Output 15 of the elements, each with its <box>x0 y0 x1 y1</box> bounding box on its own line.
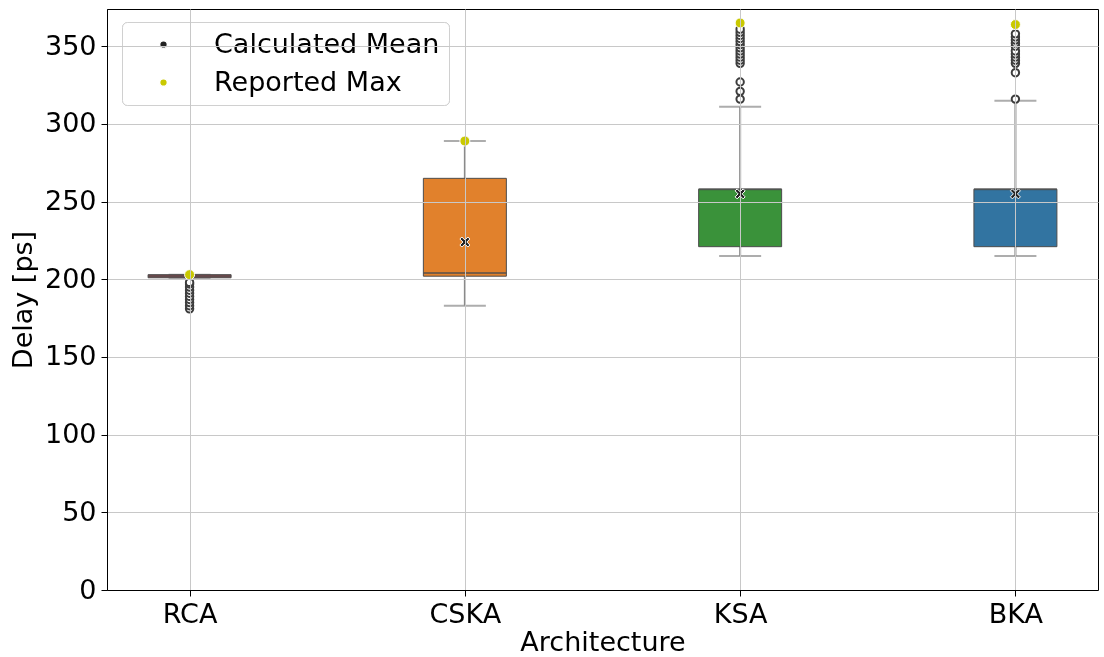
x-axis-title: Architecture <box>520 625 686 657</box>
legend-label: Reported Max <box>214 65 402 97</box>
x-tick-label: RCA <box>162 597 218 629</box>
x-tick-label: BKA <box>988 597 1044 629</box>
y-tick-label: 300 <box>44 107 97 139</box>
y-tick-label: 350 <box>44 29 97 61</box>
y-tick-label: 150 <box>44 340 97 372</box>
y-tick-label: 100 <box>44 418 97 450</box>
y-tick-label: 0 <box>79 573 97 605</box>
y-tick-label: 250 <box>44 185 97 217</box>
y-tick-label: 50 <box>62 495 97 527</box>
y-tick-label: 200 <box>44 262 97 294</box>
x-tick-label: KSA <box>713 597 769 629</box>
y-axis-title: Delay [ps] <box>6 230 38 370</box>
x-tick-label: CSKA <box>429 597 502 629</box>
